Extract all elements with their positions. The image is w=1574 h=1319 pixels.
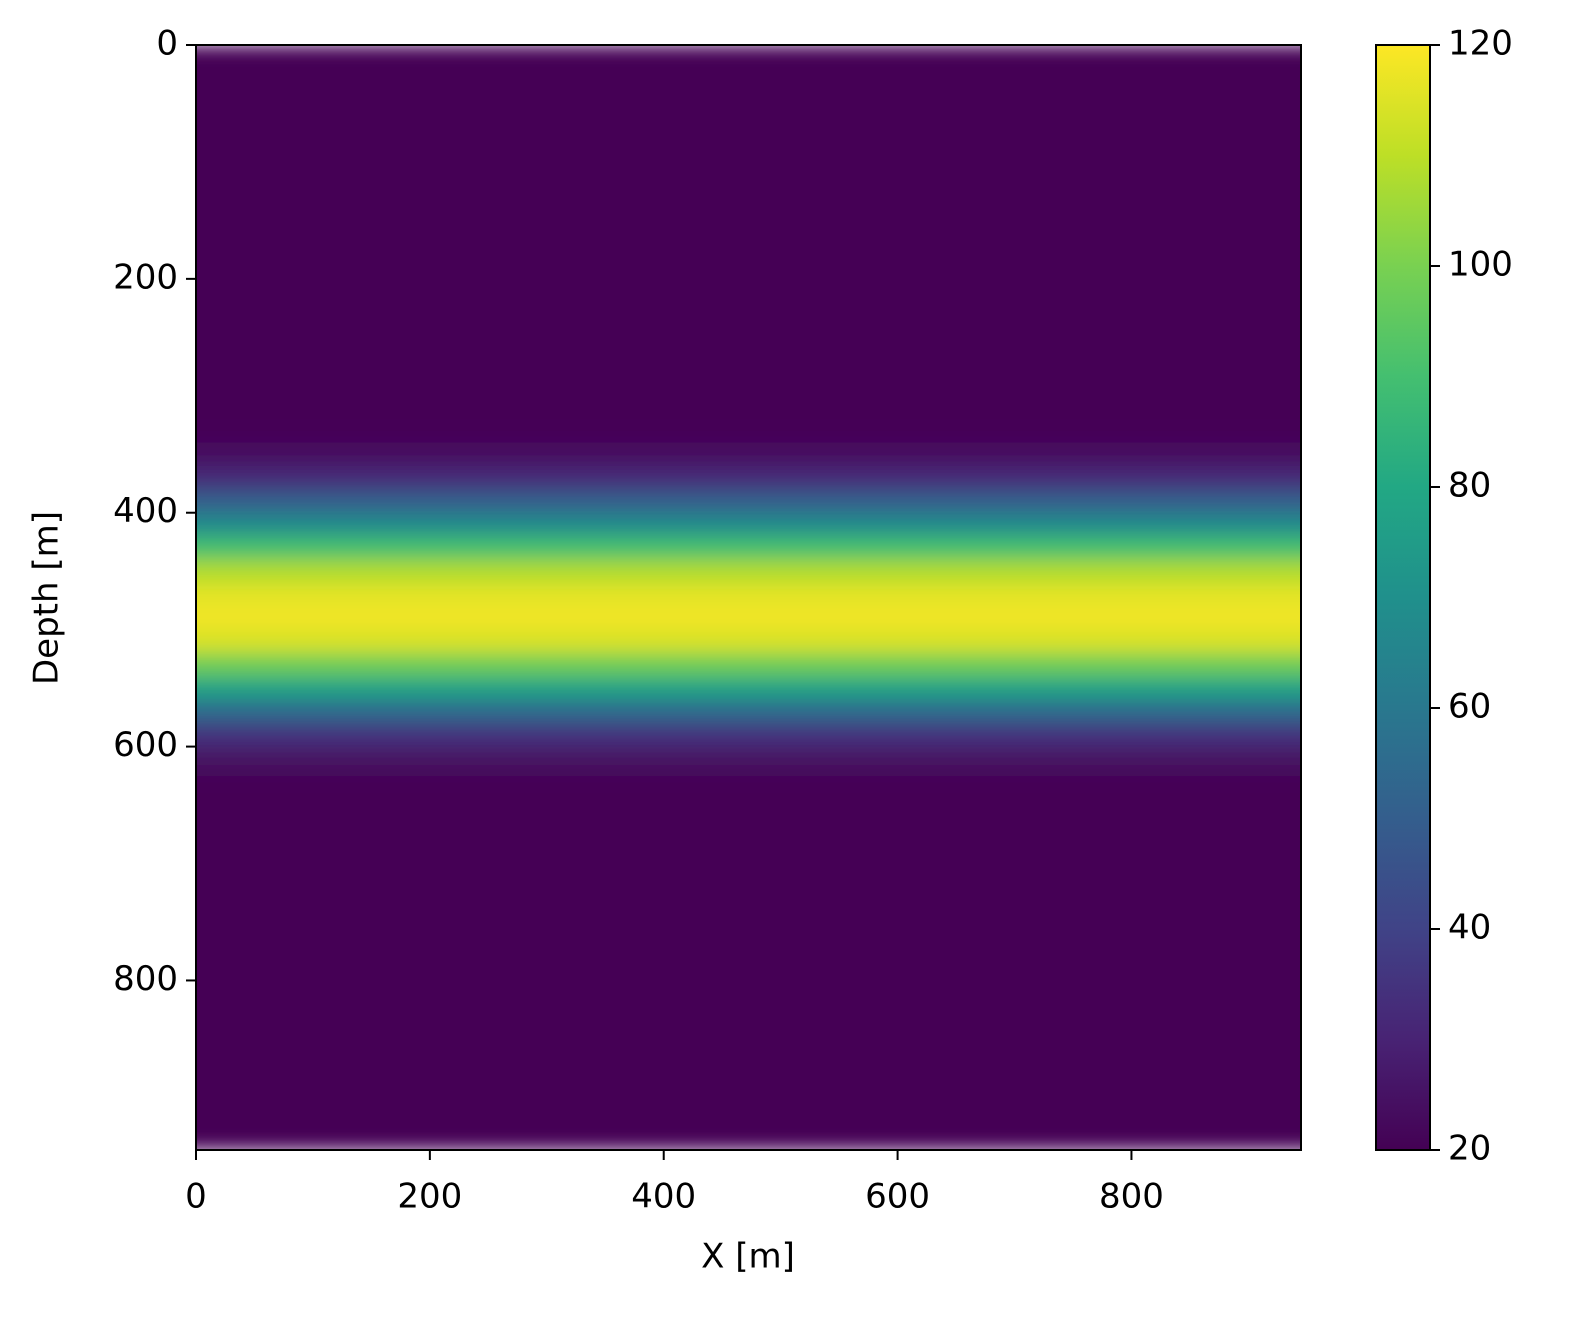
plot-frame xyxy=(195,44,1302,1151)
heatmap-cell xyxy=(196,582,1301,607)
heatmap-cell xyxy=(196,699,1301,724)
heatmap-cell xyxy=(196,442,1301,467)
heatmap-cell xyxy=(196,559,1301,584)
heatmap-cell xyxy=(196,723,1301,748)
heatmap-cell xyxy=(196,536,1301,560)
heatmap-cell xyxy=(196,629,1301,654)
y-tick-label: 600 xyxy=(113,725,178,765)
x-axis-title: X [m] xyxy=(701,1237,795,1277)
y-tick-label: 400 xyxy=(113,491,178,531)
heatmap-cell xyxy=(196,606,1301,631)
x-tick-label: 400 xyxy=(631,1177,696,1217)
colorbar-tick-label: 100 xyxy=(1448,245,1513,285)
colorbar-tick-label: 60 xyxy=(1448,687,1491,727)
heatmap-cell xyxy=(196,769,1301,794)
x-tick-label: 800 xyxy=(1099,1177,1164,1217)
heatmap-cell xyxy=(196,465,1301,490)
heatmap-cell xyxy=(196,676,1301,701)
colorbar-tick-label: 40 xyxy=(1448,908,1491,948)
heatmap-cell xyxy=(196,419,1301,444)
heatmap-cell xyxy=(196,489,1301,514)
x-tick-label: 600 xyxy=(865,1177,930,1217)
colorbar-tick-label: 20 xyxy=(1448,1129,1491,1169)
colorbar-tick-label: 120 xyxy=(1448,24,1513,64)
y-tick-label: 200 xyxy=(113,257,178,297)
heatmap-cell xyxy=(196,793,1301,1150)
heatmap-cell xyxy=(196,512,1301,537)
x-tick-label: 0 xyxy=(185,1177,207,1217)
colorbar-tick-label: 80 xyxy=(1448,466,1491,506)
y-axis-title: Depth [m] xyxy=(27,511,67,685)
heatmap-cell xyxy=(196,746,1301,771)
y-tick-label: 0 xyxy=(156,24,178,64)
heatmap-cell xyxy=(196,653,1301,677)
x-tick-label: 200 xyxy=(397,1177,462,1217)
heatmap-cell xyxy=(196,45,1301,420)
heatmap xyxy=(196,45,1301,1150)
y-tick-label: 800 xyxy=(113,959,178,999)
colorbar xyxy=(1375,44,1431,1151)
